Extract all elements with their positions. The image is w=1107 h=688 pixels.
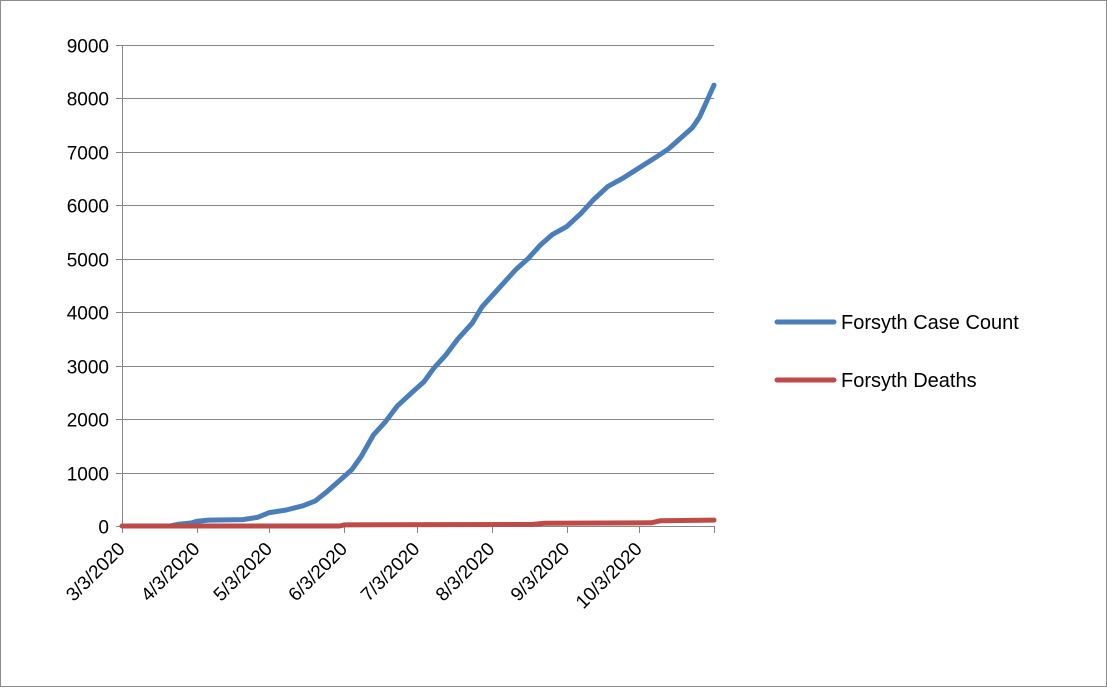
x-tick-label: 4/3/2020 (137, 539, 204, 606)
x-tick-label: 9/3/2020 (507, 539, 574, 606)
legend-label: Forsyth Case Count (841, 312, 1019, 334)
y-tick-label: 5000 (67, 251, 109, 272)
y-tick-label: 4000 (67, 304, 109, 325)
y-tick-label: 3000 (67, 358, 109, 379)
gridlines (122, 46, 714, 474)
x-tick-label: 5/3/2020 (210, 539, 277, 606)
y-tick-label: 9000 (67, 37, 109, 58)
y-tick-label: 1000 (67, 465, 109, 486)
x-tick-label: 7/3/2020 (357, 539, 424, 606)
x-tick-label: 6/3/2020 (285, 539, 352, 606)
y-tick-label: 2000 (67, 411, 109, 432)
y-tick-label: 8000 (67, 90, 109, 111)
x-tick-label: 10/3/2020 (572, 539, 647, 614)
y-tick-label: 7000 (67, 144, 109, 165)
series-line-case-count (170, 85, 714, 526)
legend-label: Forsyth Deaths (841, 370, 977, 392)
x-tick-label: 8/3/2020 (432, 539, 499, 606)
legend: Forsyth Case Count Forsyth Deaths (777, 312, 1019, 392)
y-tick-label: 0 (98, 518, 109, 539)
series-lines (122, 85, 714, 526)
y-tick-label: 6000 (67, 197, 109, 218)
x-tick-label: 3/3/2020 (62, 539, 129, 606)
